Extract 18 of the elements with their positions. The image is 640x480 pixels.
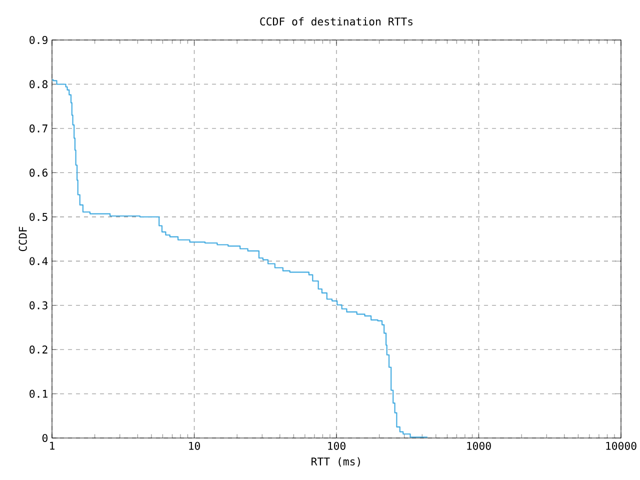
y-tick-label: 0.4 bbox=[30, 257, 48, 266]
y-tick-label: 0.7 bbox=[30, 124, 48, 132]
x-tick-label: 10 bbox=[189, 442, 200, 450]
y-tick-label: 0.8 bbox=[30, 80, 48, 88]
y-tick-label: 0.3 bbox=[30, 301, 48, 310]
y-tick-label: 0.6 bbox=[30, 168, 48, 177]
chart-title: CCDF of destination RTTs bbox=[260, 17, 412, 26]
y-axis-title: CCDF bbox=[18, 226, 27, 252]
x-axis-title: RTT (ms) bbox=[312, 457, 360, 467]
x-tick-label: 1 bbox=[50, 442, 54, 450]
y-tick-label: 0.5 bbox=[30, 212, 48, 221]
x-tick-label: 10000 bbox=[606, 442, 636, 450]
y-tick-label: 0.9 bbox=[30, 36, 48, 44]
x-tick-label: 100 bbox=[328, 442, 346, 450]
y-tick-label: 0.2 bbox=[30, 346, 48, 354]
x-tick-label: 1000 bbox=[467, 442, 491, 450]
y-tick-label: 0.1 bbox=[30, 390, 48, 398]
y-tick-label: 0 bbox=[42, 434, 48, 442]
